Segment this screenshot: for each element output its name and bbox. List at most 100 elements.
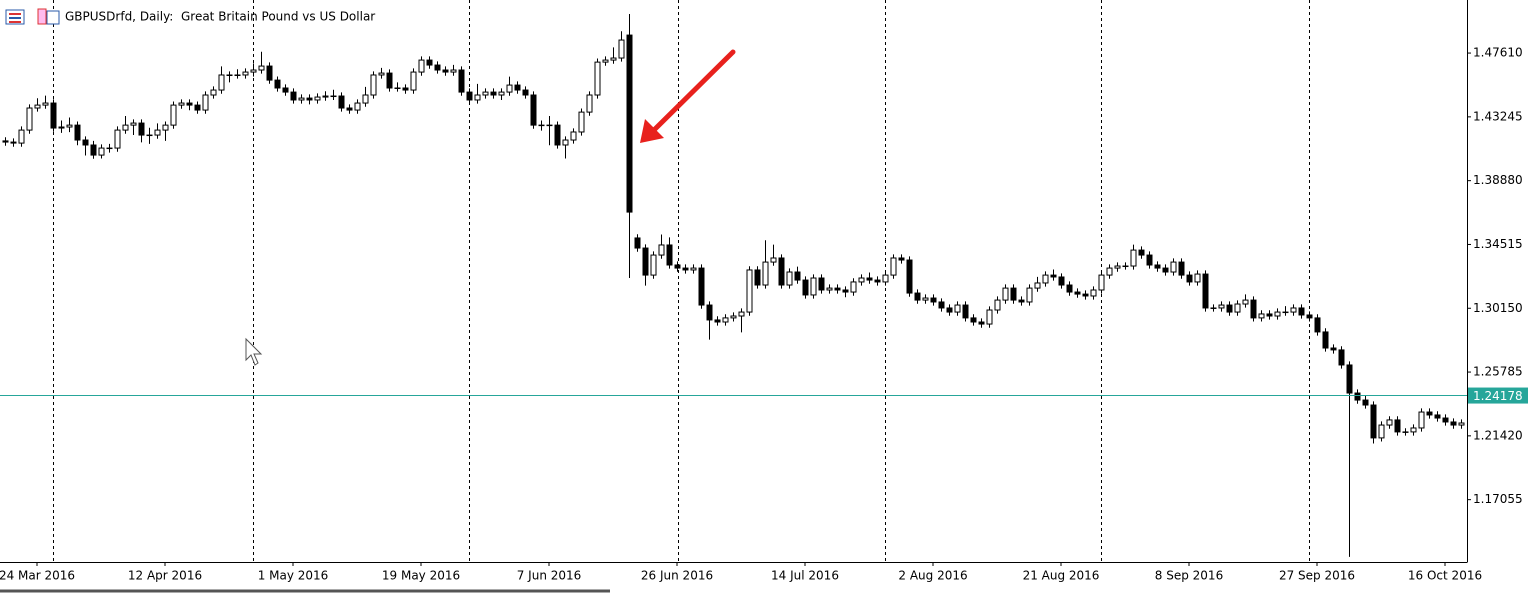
candle-body (34, 104, 41, 109)
candle-body (402, 87, 409, 91)
candle-body (1210, 307, 1217, 309)
candle-body (138, 122, 145, 136)
candle-body (1066, 284, 1073, 293)
candle-body (714, 319, 721, 323)
candle-body (1074, 291, 1081, 295)
candle-body (378, 72, 385, 76)
candle-body (1378, 424, 1385, 439)
candle-body (874, 279, 881, 283)
bid-label-box (1468, 387, 1528, 404)
title-bar: GBPUSDrfd, Daily: Great Britain Pound vs… (5, 8, 375, 25)
candle-body (1410, 427, 1417, 433)
candle-body (466, 91, 473, 101)
candle-body (634, 237, 641, 249)
candle-body (1346, 364, 1353, 394)
candle-body (690, 267, 697, 271)
candle-body (1034, 282, 1041, 289)
candle-body (962, 304, 969, 319)
candle-body (658, 244, 665, 256)
candle-body (1090, 289, 1097, 297)
candle-body (602, 59, 609, 63)
candle-body (290, 91, 297, 101)
candle-body (114, 129, 121, 149)
candle-body (826, 287, 833, 291)
candle-body (210, 89, 217, 96)
candle-body (914, 292, 921, 301)
candle-body (970, 317, 977, 323)
icon-window[interactable] (37, 8, 47, 25)
candle-body (394, 87, 401, 89)
candle-body (1178, 261, 1185, 276)
candle-body (66, 124, 73, 128)
candle-body (890, 257, 897, 276)
candle-body (370, 74, 377, 96)
candle-body (1458, 422, 1465, 426)
candle-body (170, 104, 177, 126)
y-tick-label: 1.38880 (1473, 173, 1523, 187)
candle-body (90, 144, 97, 156)
candle-body (186, 102, 193, 106)
candle-body (82, 139, 89, 146)
candle-body (282, 87, 289, 93)
candle-body (1082, 293, 1089, 297)
candle-body (330, 95, 337, 98)
period-separators (53, 0, 1310, 562)
candle-body (490, 91, 497, 96)
candle-body (770, 257, 777, 263)
y-tick-label: 1.30150 (1473, 301, 1523, 315)
candle-body (1322, 331, 1329, 349)
candle-body (1338, 349, 1345, 366)
candle-body (130, 122, 137, 126)
candle-body (162, 124, 169, 131)
candle-body (58, 126, 65, 129)
icon-window[interactable] (46, 10, 60, 25)
candle-body (594, 61, 601, 96)
chart-title: GBPUSDrfd, Daily: Great Britain Pound vs… (65, 10, 375, 24)
candle-body (2, 140, 9, 143)
candle-body (1258, 313, 1265, 319)
candle-body (1290, 307, 1297, 313)
candle-body (498, 91, 505, 96)
candle-body (1266, 313, 1273, 317)
candle-body (1418, 411, 1425, 429)
candle-body (1026, 287, 1033, 303)
y-tick-label: 1.34515 (1473, 237, 1523, 251)
candle-body (1122, 265, 1129, 268)
candle-body (1202, 273, 1209, 309)
candle-body (1114, 265, 1121, 269)
candle-body (610, 57, 617, 61)
candle-body (154, 129, 161, 136)
candle-body (778, 257, 785, 286)
candle-body (842, 289, 849, 293)
candle-body (98, 147, 105, 156)
y-tick-label: 1.21420 (1473, 428, 1523, 442)
candle-body (1306, 314, 1313, 319)
candle-body (1130, 249, 1137, 267)
candle-body (1154, 264, 1161, 269)
candle-body (258, 65, 265, 71)
candle-body (474, 94, 481, 101)
candle-body (1362, 399, 1369, 406)
candle-body (578, 111, 585, 133)
candle-body (786, 271, 793, 286)
candle-body (1106, 267, 1113, 276)
candle-body (954, 304, 961, 313)
x-tick-label: 26 Jun 2016 (641, 569, 713, 583)
y-tick-label: 1.17055 (1473, 492, 1523, 506)
candle-body (858, 277, 865, 283)
x-tick-label: 12 Apr 2016 (128, 569, 202, 583)
y-tick-label: 1.47610 (1473, 46, 1523, 60)
candle-body (530, 94, 537, 126)
candle-body (458, 69, 465, 93)
candle-body (506, 84, 513, 93)
candle-body (562, 139, 569, 146)
candle-body (674, 264, 681, 269)
candle-body (1426, 411, 1433, 416)
cursor (245, 337, 263, 366)
candle-body (1042, 274, 1049, 284)
candle-body (26, 107, 33, 131)
candles (2, 14, 1465, 557)
candle-body (434, 64, 441, 71)
